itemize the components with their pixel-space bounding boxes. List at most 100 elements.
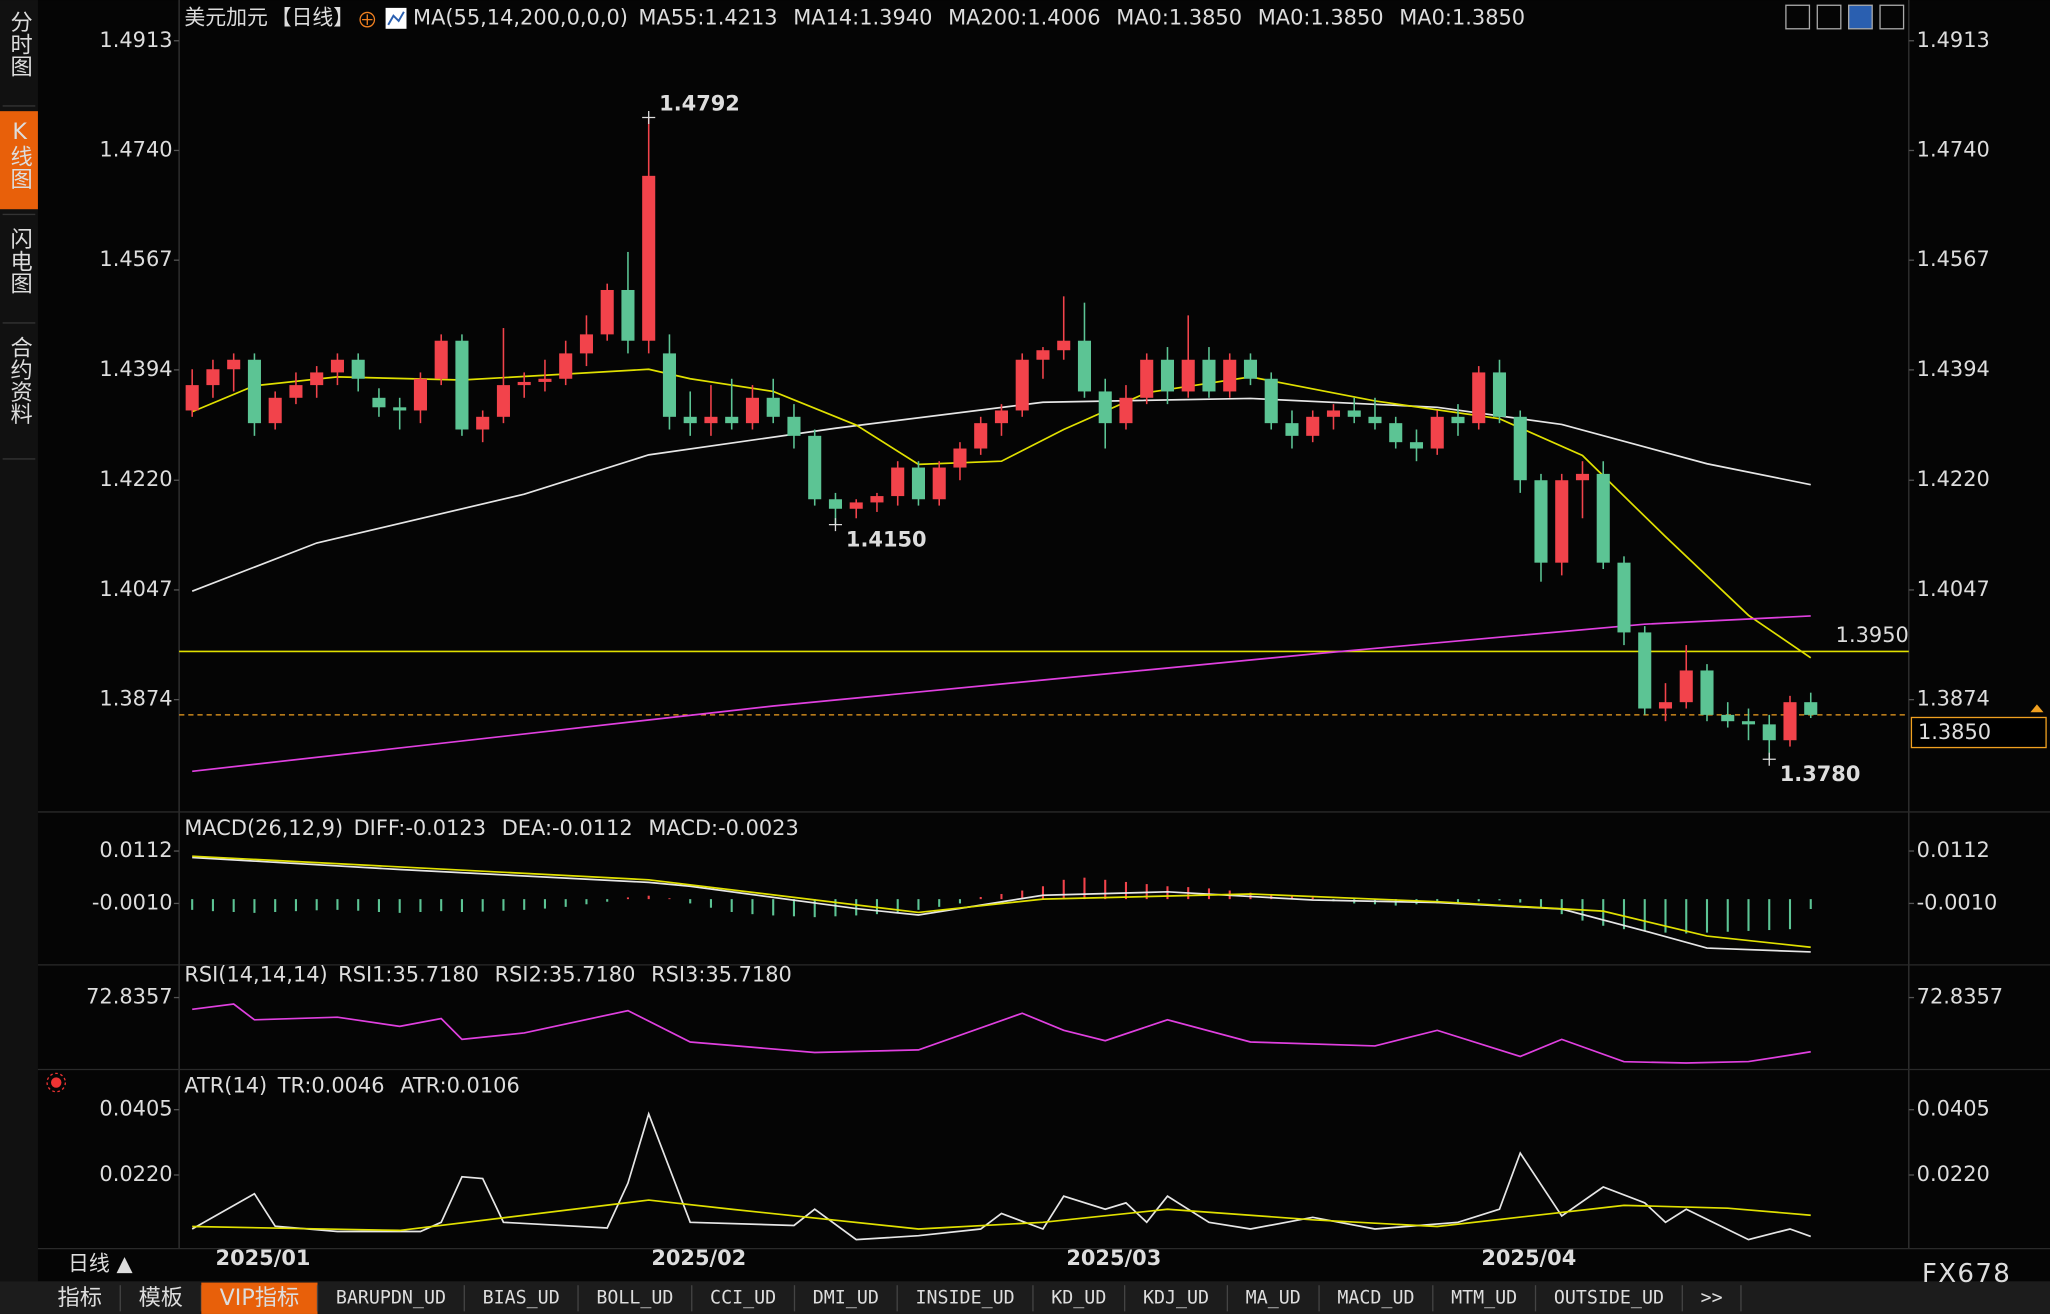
indicator-tab[interactable]: 指标: [58, 1285, 102, 1311]
indicator-tab[interactable]: MACD_UD: [1337, 1287, 1414, 1308]
candle-body: [849, 502, 863, 509]
legend-item: DIFF:-0.0123: [354, 816, 486, 840]
candle-body: [974, 423, 988, 449]
candle-body: [1658, 702, 1673, 709]
indicator-tab[interactable]: MA_UD: [1246, 1287, 1301, 1308]
indicator-line: [192, 855, 1811, 949]
legend-item: RSI1:35.7180: [338, 962, 479, 986]
y-tick-label: 1.4394: [99, 357, 172, 381]
sidebar: [0, 0, 38, 1282]
candle-body: [227, 359, 241, 370]
y-tick-label: 0.0112: [99, 838, 172, 862]
candle-body: [1451, 416, 1465, 424]
panel-title: RSI(14,14,14): [184, 962, 327, 986]
indicator-tab[interactable]: BIAS_UD: [483, 1287, 560, 1308]
legend-item: DEA:-0.0112: [502, 816, 633, 840]
candle-body: [1243, 359, 1258, 379]
candle-body: [1036, 350, 1050, 360]
indicator-line: [192, 615, 1811, 773]
y-tick-label-right: 1.4394: [1917, 357, 1990, 381]
y-tick-label: 1.4913: [99, 28, 172, 52]
candle-body: [1368, 416, 1382, 424]
candle-body: [1617, 562, 1631, 633]
candle-body: [787, 416, 801, 436]
candle-body: [600, 289, 614, 335]
candle-body: [1804, 702, 1818, 715]
last-price-box: [1910, 716, 2047, 749]
candle-body: [455, 340, 469, 430]
candle-body: [1575, 473, 1590, 481]
indicator-tab[interactable]: KD_UD: [1051, 1287, 1106, 1308]
candle-body: [289, 385, 303, 398]
indicator-tab[interactable]: >>: [1701, 1287, 1723, 1308]
y-tick-label-right: 72.8357: [1917, 985, 2003, 1009]
candle-body: [994, 410, 1009, 424]
y-tick-label: 1.4047: [99, 577, 172, 601]
candle-body: [1762, 724, 1776, 741]
period-switch[interactable]: 日线 ▲: [68, 1251, 133, 1275]
indicator-tab[interactable]: DMI_UD: [813, 1287, 879, 1308]
candle-body: [1264, 378, 1278, 424]
y-tick-label: 72.8357: [86, 985, 172, 1009]
candle-body: [1140, 359, 1154, 398]
candle-body: [1783, 702, 1797, 741]
indicator-tab[interactable]: MTM_UD: [1451, 1287, 1517, 1308]
y-tick-label: 0.0405: [99, 1097, 172, 1121]
panel-title: ATR(14): [184, 1073, 267, 1097]
candle-body: [766, 397, 780, 417]
candle-body: [496, 385, 510, 417]
period: 【日线】: [271, 5, 355, 29]
indicator-tab[interactable]: BOLL_UD: [596, 1287, 673, 1308]
indicator-tab[interactable]: INSIDE_UD: [915, 1287, 1014, 1308]
indicator-tab[interactable]: VIP指标: [220, 1285, 300, 1311]
watermark: FX678: [1922, 1259, 2011, 1289]
indicator-tab[interactable]: KDJ_UD: [1143, 1287, 1209, 1308]
candle-body: [1326, 410, 1341, 417]
candle-body: [1596, 473, 1610, 563]
add-icon[interactable]: [359, 11, 376, 28]
candle-body: [1638, 632, 1652, 709]
candle-body: [1223, 359, 1237, 392]
legend-item: MA200:1.4006: [948, 5, 1100, 29]
add-icon: [362, 14, 373, 25]
sidebar-tab[interactable]: 分时图: [7, 10, 33, 77]
candle-body: [434, 340, 448, 379]
x-tick-label: 2025/03: [1066, 1246, 1161, 1270]
legend-item: MA0:1.3850: [1399, 5, 1525, 29]
candle-body: [911, 467, 926, 500]
sidebar-tab[interactable]: K线图: [7, 119, 33, 190]
y-tick-label-right: 1.3874: [1917, 687, 1990, 711]
indicator-tab[interactable]: 模板: [139, 1285, 183, 1311]
symbol: 美元加元: [184, 5, 268, 29]
candle-body: [247, 359, 261, 424]
candle-body: [1472, 372, 1486, 424]
candle-body: [1679, 670, 1693, 703]
indicator-tab[interactable]: BARUPDN_UD: [336, 1287, 446, 1308]
candle-body: [932, 467, 946, 500]
last-price-arrow: [2030, 704, 2044, 713]
sidebar-tab[interactable]: 合约资料: [7, 336, 33, 426]
extreme-label: 1.4792: [659, 91, 740, 115]
indicator-tab[interactable]: OUTSIDE_UD: [1554, 1287, 1664, 1308]
candle-body: [579, 334, 593, 354]
candle-body: [891, 467, 905, 497]
candle-body: [1015, 359, 1029, 411]
legend-item: MA55:1.4213: [638, 5, 777, 29]
candle-body: [393, 407, 407, 411]
y-tick-label-right: 1.4047: [1917, 577, 1990, 601]
candle-body: [621, 289, 635, 341]
toolbar-icons[interactable]: [1785, 4, 1905, 30]
legend-item: MA0:1.3850: [1258, 5, 1384, 29]
indicator-tab[interactable]: CCI_UD: [710, 1287, 776, 1308]
candle-body: [745, 397, 759, 424]
candle-body: [351, 359, 365, 379]
candle-body: [1098, 391, 1112, 424]
sidebar-tab[interactable]: 闪电图: [7, 227, 33, 294]
candle-body: [1057, 340, 1071, 351]
y-tick-label-right: 1.4913: [1917, 28, 1990, 52]
candle-body: [1285, 423, 1299, 436]
candle-body: [1534, 480, 1548, 563]
candle-body: [185, 385, 199, 411]
candle-body: [1119, 397, 1133, 424]
